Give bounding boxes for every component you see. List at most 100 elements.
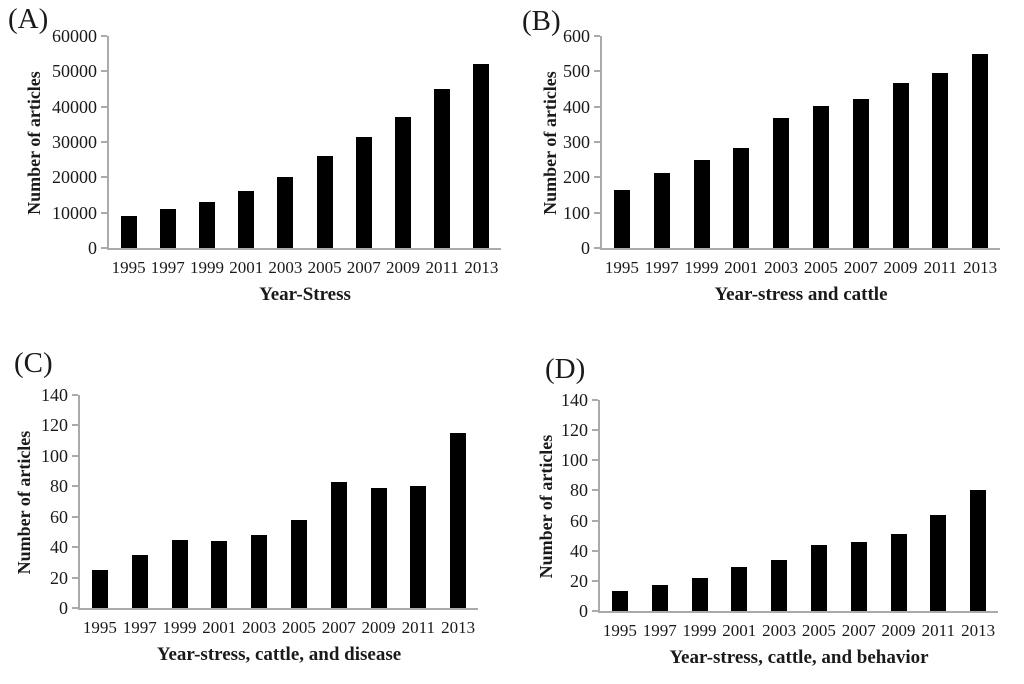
bar-2005 xyxy=(316,156,333,248)
panel-a-plot-area: Year-Stress 0 10000 20000 30000 40000 50000 60… xyxy=(52,26,501,305)
x-axis-tick-label: 2005 xyxy=(307,258,342,277)
bar-2009 xyxy=(892,82,909,248)
y-axis-tick-label: 140 xyxy=(561,390,588,410)
y-axis-tick-mark xyxy=(72,546,78,549)
x-axis-tick-label: 1997 xyxy=(642,621,677,640)
y-axis-tick-mark xyxy=(101,70,107,73)
y-axis-tick-mark xyxy=(594,247,600,249)
y-axis-tick-label: 400 xyxy=(563,96,590,117)
x-axis-tick-label: 2013 xyxy=(464,258,499,277)
x-axis-tick-label: 1999 xyxy=(162,618,197,637)
bar-2013 xyxy=(972,54,989,248)
bar-2009 xyxy=(890,534,907,611)
bar-2007 xyxy=(852,98,869,248)
y-axis-tick-mark xyxy=(72,485,78,488)
y-axis-tick-mark xyxy=(592,610,598,612)
y-axis-tick-mark xyxy=(101,176,107,179)
y-axis-tick-mark xyxy=(592,579,598,582)
y-axis-tick-mark xyxy=(594,105,600,108)
y-axis-tick-label: 0 xyxy=(581,238,590,258)
x-axis-tick-label: 2007 xyxy=(321,618,356,637)
bar-1999 xyxy=(693,159,710,248)
y-axis-tick-mark xyxy=(594,70,600,73)
panel-c-x-axis-title: Year-stress, cattle, and disease xyxy=(156,644,402,665)
y-axis-tick-label: 40 xyxy=(50,537,68,558)
bar-2003 xyxy=(251,534,268,608)
y-axis-tick-mark xyxy=(594,176,600,179)
x-axis-tick-label: 2013 xyxy=(441,618,476,637)
bar-2009 xyxy=(370,487,387,608)
x-axis-tick-label: 2011 xyxy=(921,621,955,640)
y-axis-tick-label: 20 xyxy=(570,570,588,591)
bar-2001 xyxy=(731,567,748,611)
y-axis-tick-mark xyxy=(592,459,598,462)
y-axis-tick-label: 140 xyxy=(41,385,68,405)
bar-2011 xyxy=(434,89,451,248)
x-axis-tick-label: 1997 xyxy=(644,258,679,277)
y-axis-tick-mark xyxy=(594,141,600,143)
y-axis-tick-label: 500 xyxy=(563,61,590,82)
y-axis-tick-label: 30000 xyxy=(52,132,97,152)
bar-2009 xyxy=(395,117,411,248)
x-axis-tick-label: 2003 xyxy=(242,618,277,637)
x-axis-tick-label: 2009 xyxy=(881,621,916,640)
x-axis-tick-label: 1995 xyxy=(82,618,117,637)
x-axis-tick-label: 2007 xyxy=(843,258,878,277)
x-axis-tick-label: 2001 xyxy=(722,621,757,640)
x-axis-tick-label: 1997 xyxy=(122,618,157,637)
y-axis-tick-mark xyxy=(72,394,78,396)
x-axis-tick-label: 2003 xyxy=(268,258,303,277)
y-axis-tick-label: 100 xyxy=(41,445,68,466)
bar-2013 xyxy=(970,490,987,611)
y-axis-tick-label: 0 xyxy=(59,598,68,618)
y-axis-tick-label: 300 xyxy=(563,132,590,152)
x-axis-tick-label: 2001 xyxy=(724,258,759,277)
x-axis-tick-label: 2011 xyxy=(425,258,459,277)
panel-a: (A) Number of articles Year-Stress 0 1000… xyxy=(0,0,512,342)
bar-2007 xyxy=(850,541,867,611)
x-axis-tick-label: 1999 xyxy=(684,258,719,277)
x-axis-tick-label: 2007 xyxy=(841,621,876,640)
y-axis-tick-mark xyxy=(592,429,598,432)
x-axis-tick-label: 2013 xyxy=(961,621,996,640)
y-axis-tick-mark xyxy=(592,519,598,522)
y-axis-tick-label: 100 xyxy=(563,202,590,223)
x-axis-tick-label: 2011 xyxy=(923,258,957,277)
bar-2011 xyxy=(930,514,947,611)
y-axis-tick-label: 120 xyxy=(561,420,588,441)
x-axis-tick-label: 2009 xyxy=(883,258,918,277)
bar-2011 xyxy=(410,486,427,608)
y-axis-tick-mark xyxy=(594,211,600,214)
y-axis-tick-mark xyxy=(72,454,78,457)
bar-2005 xyxy=(812,105,829,248)
y-axis-tick-mark xyxy=(101,105,107,108)
bar-2003 xyxy=(771,559,788,611)
bar-1999 xyxy=(691,577,708,611)
bar-2013 xyxy=(473,64,490,248)
bar-2001 xyxy=(733,148,750,248)
bar-1995 xyxy=(91,569,108,608)
y-axis-tick-mark xyxy=(592,399,598,401)
bar-2003 xyxy=(277,177,294,248)
panel-d-label: (D) xyxy=(545,353,586,385)
x-axis-tick-label: 2001 xyxy=(229,258,264,277)
bar-1997 xyxy=(651,585,668,611)
x-axis-tick-label: 2009 xyxy=(385,258,420,277)
x-axis-tick-label: 2013 xyxy=(963,258,998,277)
y-axis-tick-label: 600 xyxy=(563,26,590,46)
y-axis-tick-label: 40 xyxy=(570,540,588,561)
x-axis-tick-label: 2009 xyxy=(361,618,396,637)
x-axis-tick-label: 1997 xyxy=(150,258,185,277)
panel-b-x-axis-title: Year-stress and cattle xyxy=(714,284,888,305)
y-axis-tick-mark xyxy=(72,607,78,609)
panel-d-plot-area: Year-stress, cattle, and behavior 0 20 40 6… xyxy=(561,390,998,668)
bar-2003 xyxy=(773,117,790,248)
x-axis-tick-label: 2007 xyxy=(346,258,381,277)
y-axis-tick-mark xyxy=(101,247,107,249)
x-axis-tick-label: 2011 xyxy=(401,618,435,637)
bar-2013 xyxy=(450,433,467,608)
bar-2011 xyxy=(932,73,949,248)
x-axis-tick-label: 1999 xyxy=(682,621,717,640)
y-axis-tick-label: 200 xyxy=(563,167,590,188)
bar-1999 xyxy=(199,202,215,248)
